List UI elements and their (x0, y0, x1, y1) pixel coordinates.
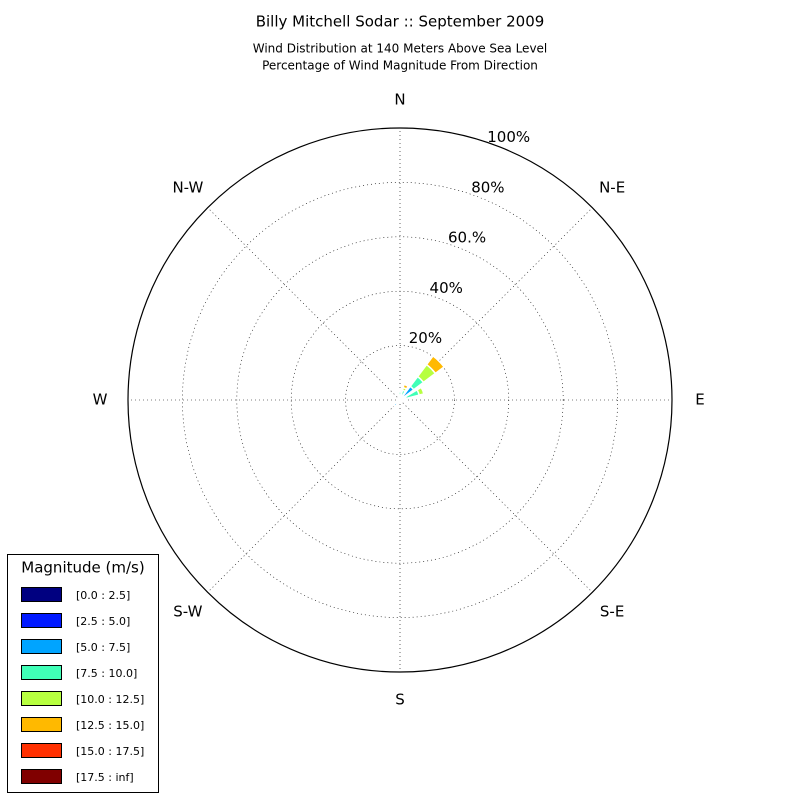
direction-label: N-E (599, 178, 625, 196)
radial-grid-line (182, 182, 618, 618)
legend-label: [0.0 : 2.5] (76, 589, 130, 602)
r-tick-label: 80% (471, 178, 504, 196)
legend-label: [15.0 : 17.5] (76, 745, 144, 758)
angle-grid-line (207, 399, 401, 593)
legend-title: Magnitude (m/s) (21, 559, 144, 577)
legend-label: [5.0 : 7.5] (76, 641, 130, 654)
legend-swatch (21, 769, 62, 784)
direction-label: S-E (600, 603, 624, 621)
legend-swatch (21, 717, 62, 732)
legend-swatch (21, 639, 62, 654)
legend-label: [2.5 : 5.0] (76, 615, 130, 628)
legend-label: [7.5 : 10.0] (76, 667, 137, 680)
legend-label: [12.5 : 15.0] (76, 719, 144, 732)
direction-label: E (695, 391, 704, 409)
angle-grid-line (399, 399, 593, 593)
chart-subtitle: Percentage of Wind Magnitude From Direct… (262, 59, 538, 73)
direction-label: W (93, 391, 108, 409)
legend-swatch (21, 665, 62, 680)
r-tick-label: 40% (430, 279, 463, 297)
r-tick-label: 60.% (448, 229, 486, 247)
legend-label: [10.0 : 12.5] (76, 693, 144, 706)
bar-segment (420, 387, 425, 395)
bar-segment (432, 355, 445, 368)
legend-label: [17.5 : inf] (76, 771, 134, 784)
direction-label: N (394, 91, 405, 109)
chart-title: Billy Mitchell Sodar :: September 2009 (256, 13, 545, 31)
radial-grid-line (236, 236, 564, 564)
radial-grid-line (290, 290, 510, 510)
angle-grid-line (207, 207, 401, 401)
direction-label: S (395, 691, 405, 709)
legend-swatch (21, 743, 62, 758)
r-tick-label: 100% (487, 128, 530, 146)
chart-subtitle: Wind Distribution at 140 Meters Above Se… (253, 42, 548, 56)
radial-grid-line (345, 345, 455, 455)
legend-swatch (21, 691, 62, 706)
legend-swatch (21, 613, 62, 628)
direction-label: N-W (172, 178, 203, 196)
direction-label: S-W (173, 603, 202, 621)
polar-frame (127, 127, 673, 673)
r-tick-label: 20% (409, 329, 442, 347)
legend-swatch (21, 587, 62, 602)
angle-grid-line (399, 207, 593, 401)
